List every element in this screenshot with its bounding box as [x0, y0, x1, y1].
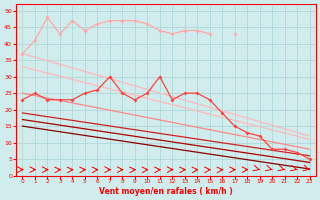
X-axis label: Vent moyen/en rafales ( km/h ): Vent moyen/en rafales ( km/h ) [99, 187, 233, 196]
